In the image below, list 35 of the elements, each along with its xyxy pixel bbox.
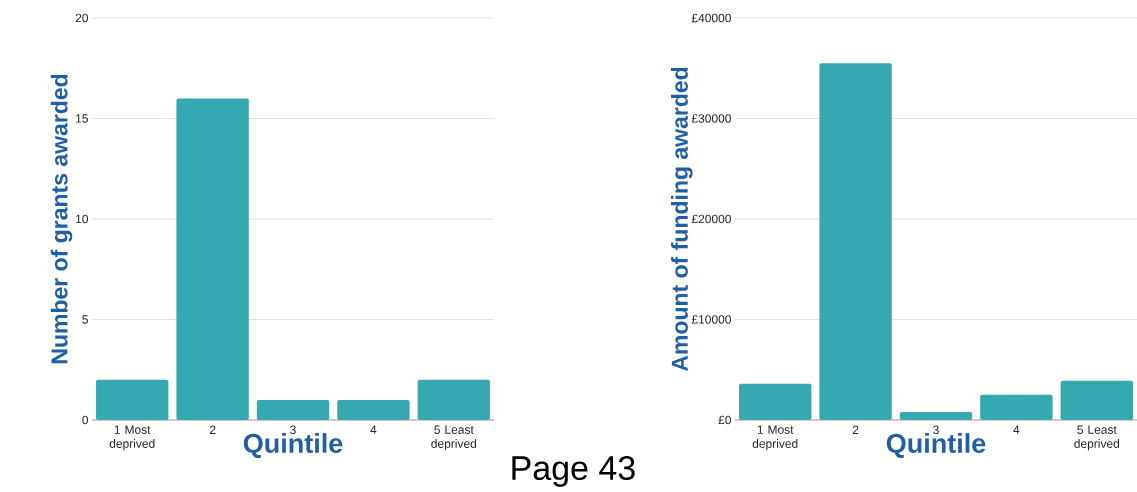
y-tick-label: 5 <box>82 315 88 324</box>
x-tick-label: 4 <box>1013 425 1020 434</box>
x-tick-label: 3 <box>290 425 296 435</box>
x-tick-label: 5 Least deprived <box>1074 425 1120 451</box>
y-tick-label: 0 <box>82 415 89 425</box>
x-axis-title: Quintile <box>243 433 343 459</box>
bar <box>1060 380 1133 420</box>
bar <box>739 383 812 420</box>
x-tick-label: 3 <box>933 425 939 435</box>
x-axis-title: Quintile <box>886 433 986 459</box>
y-axis-title: Amount of funding awarded <box>671 67 693 372</box>
x-tick-label: 1 Most deprived <box>109 425 155 451</box>
bar <box>176 98 249 420</box>
x-tick-label: 1 Most deprived <box>752 425 798 451</box>
bar <box>980 394 1053 420</box>
y-axis-title: Number of grants awarded <box>50 74 73 364</box>
y-tick-label: £40000 <box>691 13 731 23</box>
y-tick-label: 10 <box>76 214 89 224</box>
x-tick-label: 2 <box>852 425 859 434</box>
bar <box>256 399 330 420</box>
bar <box>417 379 490 420</box>
bar <box>819 63 892 420</box>
text: Page 43 <box>512 456 635 487</box>
x-tick-label: 5 Least deprived <box>431 425 477 451</box>
x-tick-label: 2 <box>209 425 216 434</box>
bar <box>337 399 410 420</box>
y-tick-label: 20 <box>75 13 89 23</box>
bar <box>899 411 973 420</box>
y-tick-label: £10000 <box>691 315 731 324</box>
y-tick-label: £30000 <box>691 114 731 123</box>
y-tick-label: £20000 <box>691 214 731 224</box>
bar <box>96 379 169 420</box>
x-tick-label: 4 <box>370 425 377 434</box>
y-tick-label: 15 <box>76 114 88 123</box>
y-tick-label: £0 <box>718 415 732 425</box>
